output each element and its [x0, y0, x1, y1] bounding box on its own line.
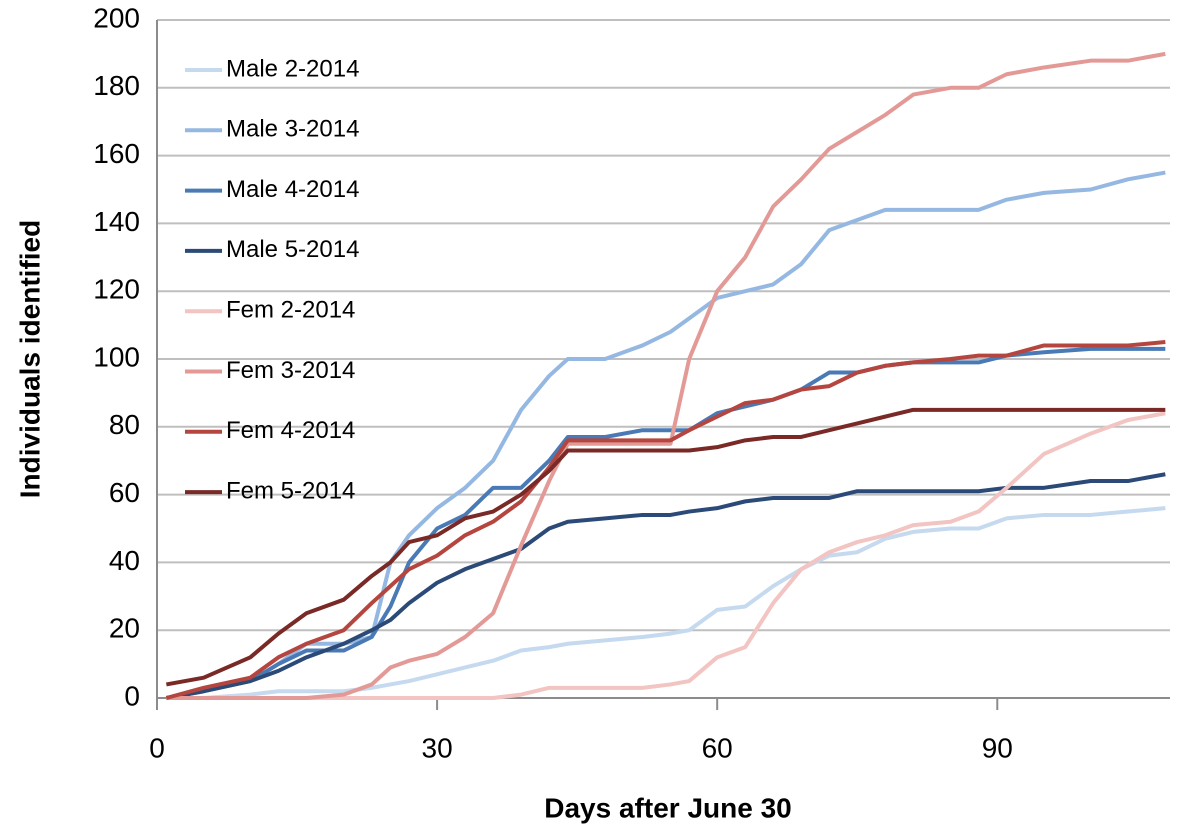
y-tick-label: 100 [93, 341, 140, 372]
y-tick-label: 120 [93, 274, 140, 305]
y-axis-title: Individuals identified [14, 220, 45, 498]
series-line [166, 411, 1166, 700]
y-tick-label: 80 [109, 409, 140, 440]
x-tick-label: 0 [149, 732, 165, 763]
legend-label: Male 3-2014 [226, 116, 359, 143]
legend-label: Fem 4-2014 [226, 417, 355, 444]
legend-label: Fem 2-2014 [226, 297, 355, 324]
series-line [165, 170, 1166, 700]
legend-label: Male 4-2014 [226, 176, 359, 203]
series-line [166, 51, 1166, 700]
series-line [166, 506, 1166, 700]
x-tick-label: 30 [422, 732, 453, 763]
x-tick-label: 60 [702, 732, 733, 763]
x-axis-title: Days after June 30 [544, 792, 791, 823]
y-tick-label: 20 [109, 613, 140, 644]
y-tick-label: 60 [109, 477, 140, 508]
y-tick-label: 180 [93, 70, 140, 101]
series-line [165, 340, 1166, 700]
legend-label: Male 2-2014 [226, 55, 359, 82]
y-tick-label: 40 [109, 545, 140, 576]
series-line [165, 407, 1166, 687]
series-line [165, 346, 1166, 700]
y-tick-label: 160 [93, 138, 140, 169]
x-tick-label: 90 [982, 732, 1013, 763]
legend-label: Fem 5-2014 [226, 477, 355, 504]
y-tick-label: 0 [124, 680, 140, 711]
legend-label: Male 5-2014 [226, 236, 359, 263]
legend-label: Fem 3-2014 [226, 357, 355, 384]
series-line [165, 472, 1166, 700]
y-tick-label: 140 [93, 206, 140, 237]
y-tick-label: 200 [93, 2, 140, 33]
